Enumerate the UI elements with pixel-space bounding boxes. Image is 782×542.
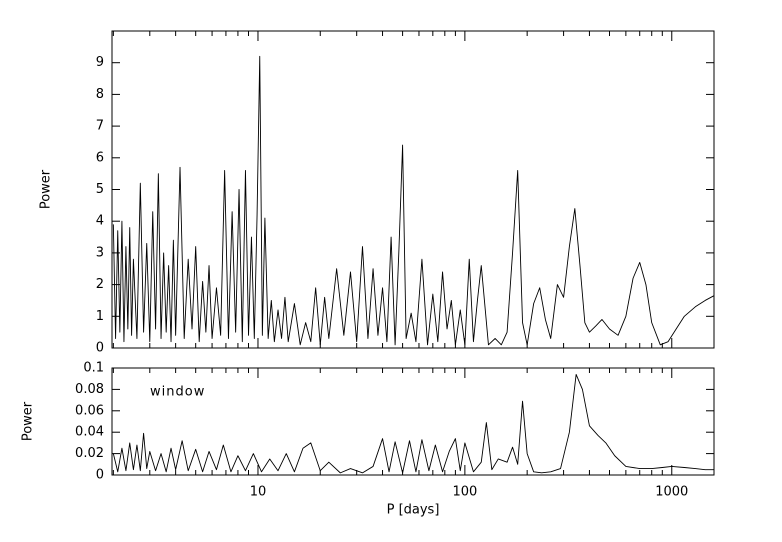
y-tick-label: 7 (96, 119, 104, 134)
annotation: window (150, 385, 205, 400)
y-tick-label: 4 (96, 214, 104, 229)
y-tick-label: 3 (96, 245, 104, 260)
series-line (112, 373, 714, 474)
y-tick-label: 0 (96, 341, 104, 356)
y-tick-label: 9 (96, 55, 104, 70)
y-axis-label: Power (39, 169, 54, 209)
series-line (112, 55, 715, 346)
x-tick-label: 100 (452, 485, 477, 500)
y-tick-label: 0.1 (83, 361, 104, 376)
plot-frame (111, 367, 715, 476)
y-tick-label: 2 (96, 277, 104, 292)
y-tick-label: 1 (96, 309, 104, 324)
x-tick-label: 1000 (655, 485, 688, 500)
y-tick-label: 0.02 (75, 446, 104, 461)
y-tick-label: 5 (96, 182, 104, 197)
y-tick-label: 6 (96, 150, 104, 165)
x-axis-label: P [days] (387, 503, 440, 518)
y-axis-label: Power (21, 401, 36, 441)
y-tick-label: 0 (96, 468, 104, 483)
y-tick-label: 0.04 (75, 425, 104, 440)
y-tick-label: 0.06 (75, 403, 104, 418)
x-tick-label: 10 (250, 485, 267, 500)
y-tick-label: 8 (96, 87, 104, 102)
y-tick-label: 0.08 (75, 382, 104, 397)
plot-frame (111, 30, 715, 349)
